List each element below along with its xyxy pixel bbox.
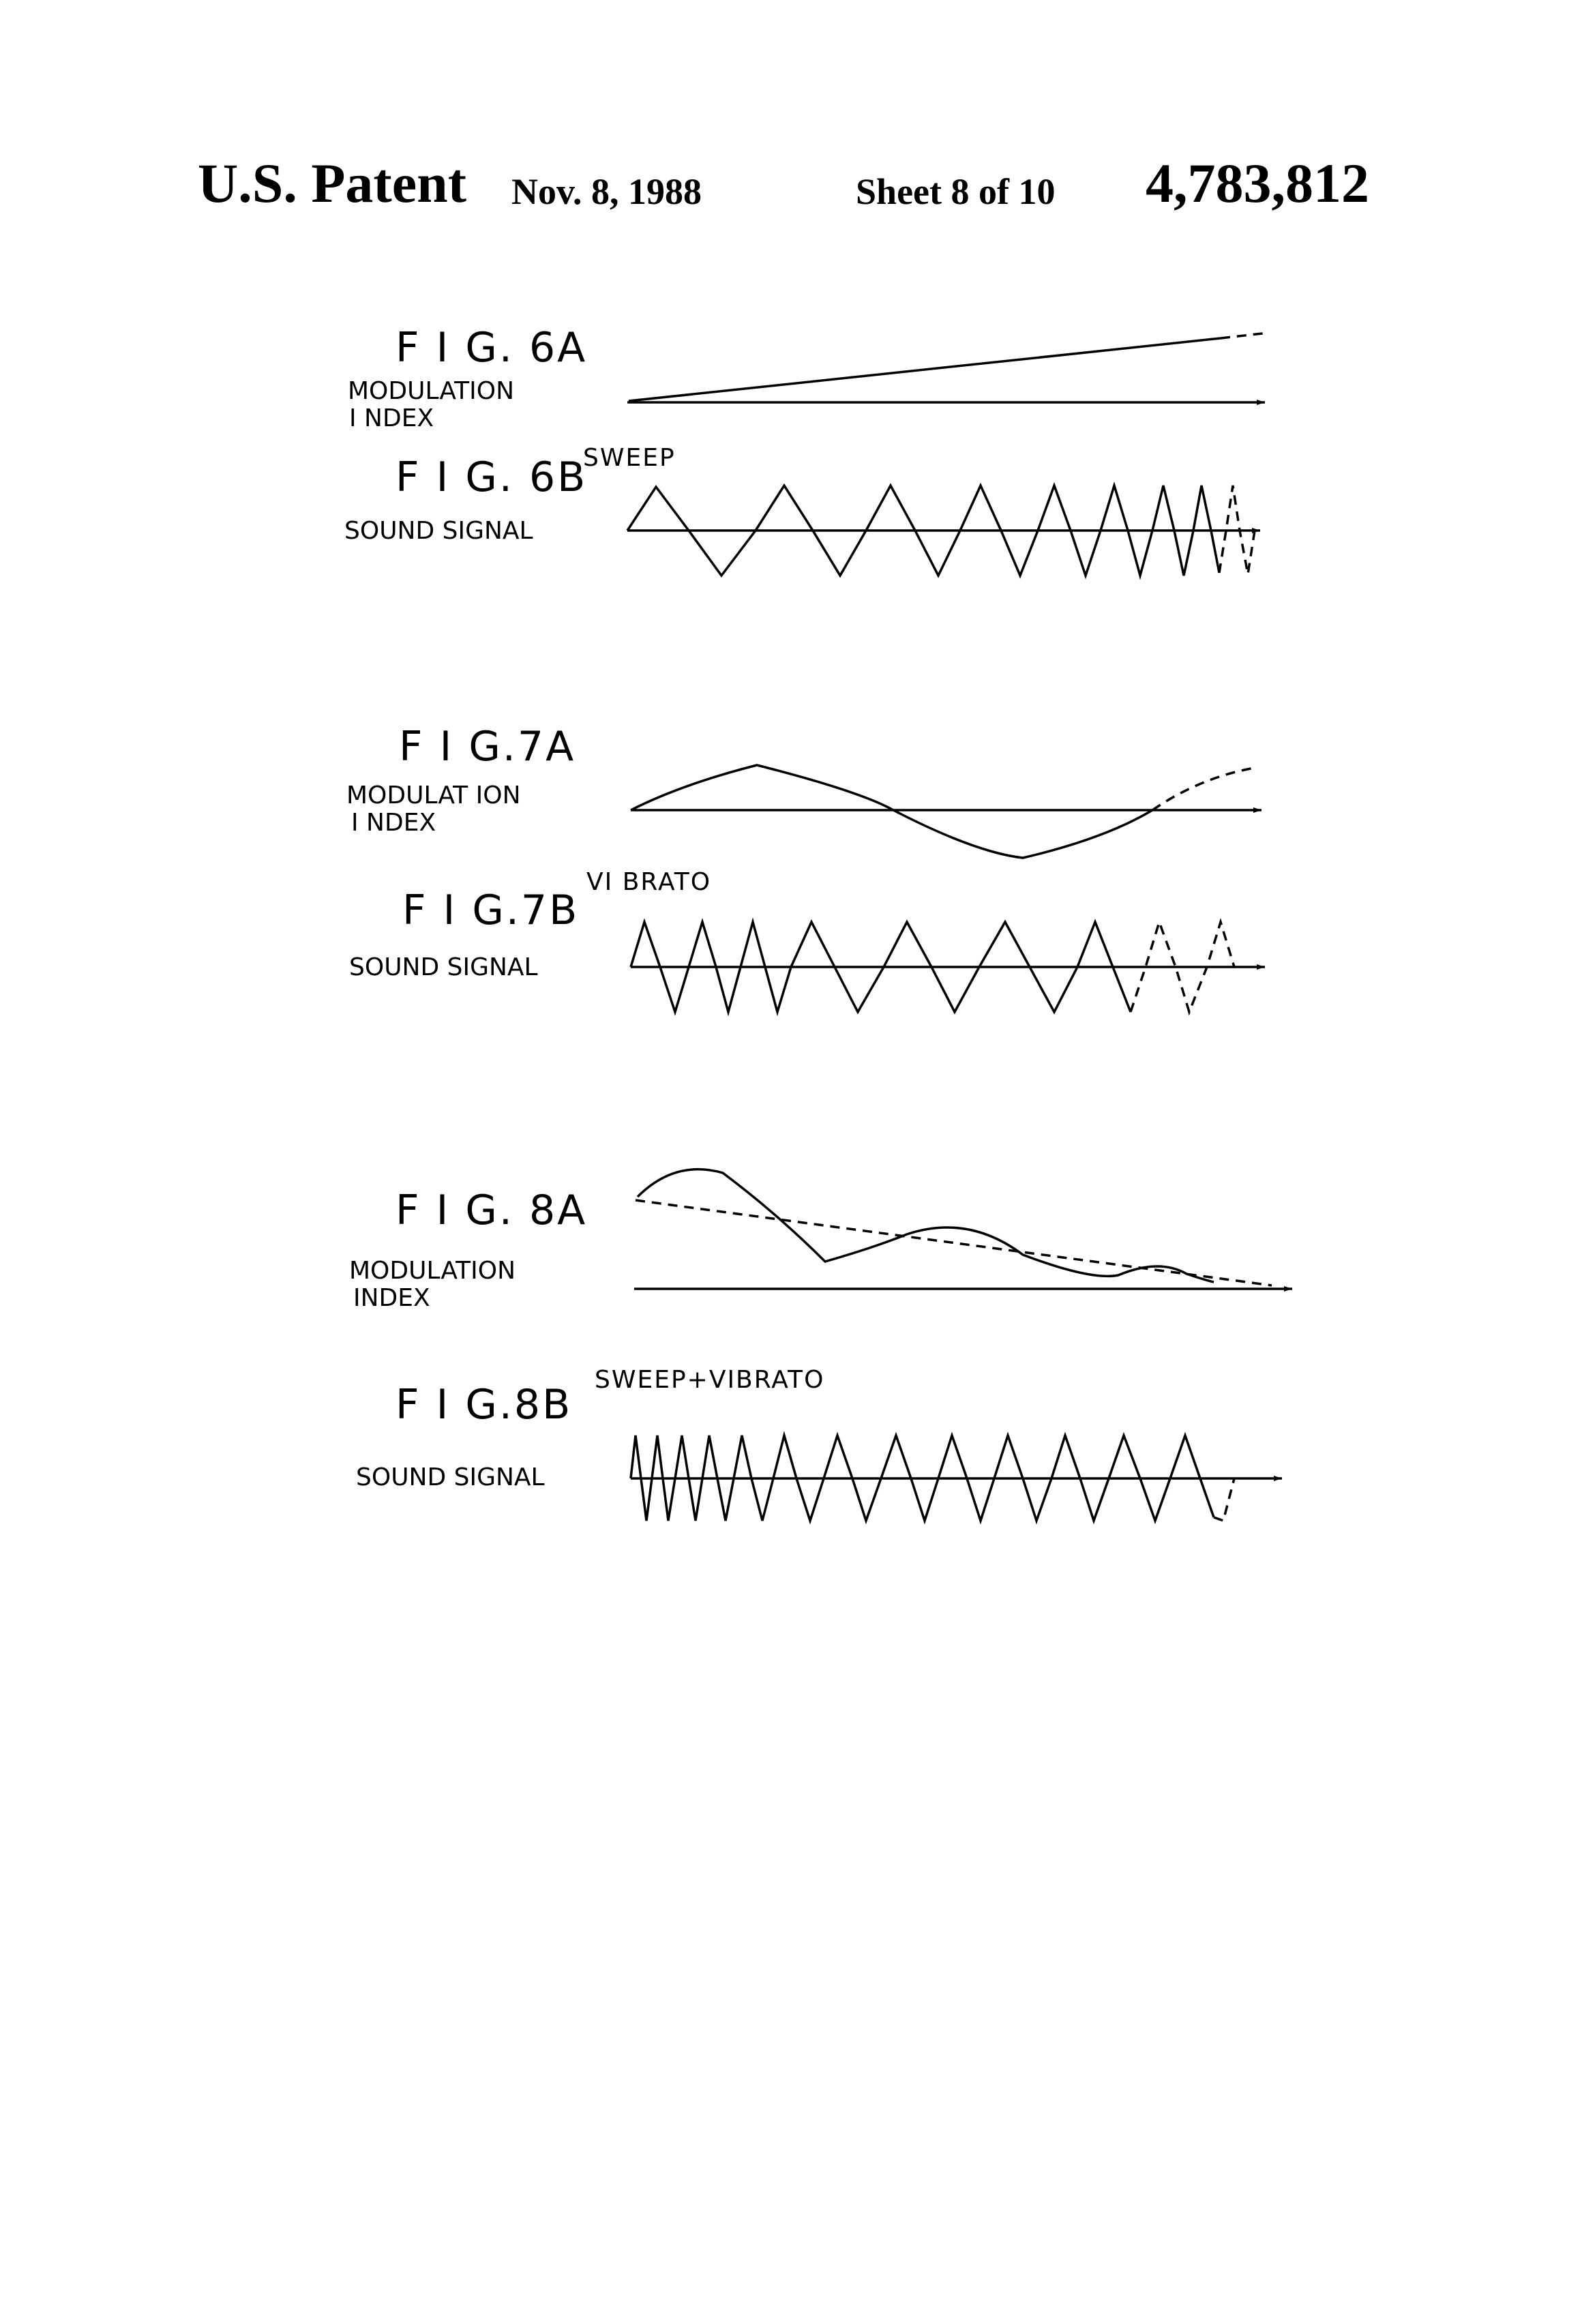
fig-6a-label: F I G. 6A (395, 324, 587, 372)
fig-7a-index-curve (631, 765, 1152, 858)
fig-8a-label: F I G. 8A (395, 1187, 587, 1234)
fig-8b-annotation: SWEEP+VIBRATO (595, 1366, 824, 1394)
fig-8b-caption: SOUND SIGNAL (356, 1463, 545, 1491)
fig-7a-index-continuation (1152, 768, 1255, 810)
fig-8a-sweep-trend (636, 1200, 1272, 1285)
fig-6b-caption: SOUND SIGNAL (344, 517, 533, 545)
fig-7a-caption-line2: I NDEX (351, 809, 436, 837)
fig-7b-caption: SOUND SIGNAL (349, 953, 538, 981)
fig-6b-annotation: SWEEP (583, 444, 676, 472)
fig-7a-label: F I G.7A (399, 723, 576, 771)
fig-6a-index-line (629, 338, 1221, 401)
fig-8b-sound-wave-continuation (1214, 1478, 1234, 1521)
fig-7b-annotation: VI BRATO (586, 868, 711, 896)
fig-8a-caption-line2: INDEX (353, 1284, 430, 1312)
fig-8a-caption-line1: MODULATION (349, 1257, 516, 1285)
fig-6a-caption-line1: MODULATION (348, 377, 514, 405)
fig-7a-caption-line1: MODULAT ION (346, 781, 521, 809)
fig-6a-index-continuation (1221, 333, 1268, 338)
fig-8b-label: F I G.8B (395, 1381, 572, 1429)
fig-6a-caption-line2: I NDEX (349, 404, 434, 432)
fig-6b-label: F I G. 6B (395, 453, 587, 501)
fig-7b-label: F I G.7B (402, 887, 579, 934)
